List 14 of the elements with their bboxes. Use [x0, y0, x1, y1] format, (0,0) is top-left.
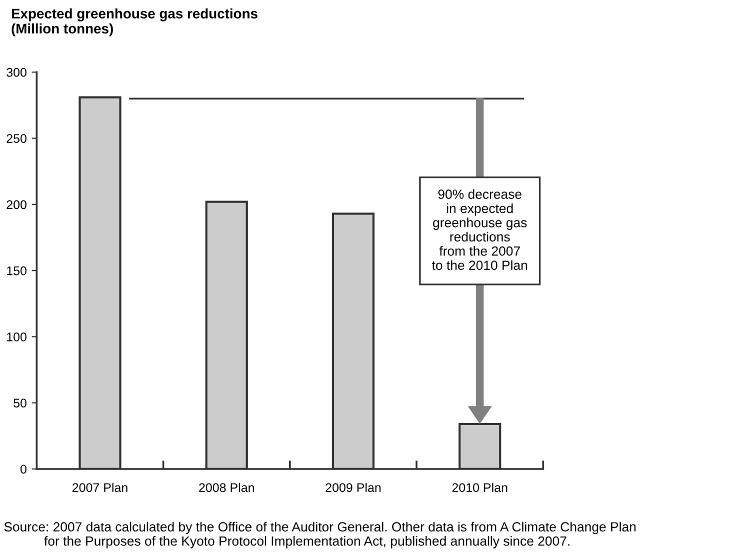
- y-tick-label: 0: [20, 464, 26, 474]
- chart-title: Expected greenhouse gas reductions (Million tonnes): [12, 8, 258, 36]
- y-tick-label: 250: [6, 134, 26, 143]
- y-tick-label: 200: [6, 200, 26, 210]
- y-tick-label: 50: [14, 398, 26, 408]
- x-tick-label: 2009 Plan: [326, 482, 381, 492]
- y-tick-label: 150: [7, 266, 26, 276]
- y-tick-label: 300: [6, 68, 26, 77]
- x-tick-label: 2010 Plan: [452, 482, 508, 492]
- annotation: 90% decrease in expected greenhouse gas reductions from the 2007 to the 2010 Plan: [432, 189, 528, 270]
- source-note: Source: 2007 data calculated by the Office of the Auditor General. Other data is from A Climate Change Plan for the Purposes of the Kyoto Protocol Implementation Act, published annually since 2007.: [4, 522, 636, 548]
- y-tick-label: 100: [7, 332, 26, 342]
- x-tick-label: 2007 Plan: [72, 482, 128, 492]
- x-tick-label: 2008 Plan: [199, 482, 254, 492]
